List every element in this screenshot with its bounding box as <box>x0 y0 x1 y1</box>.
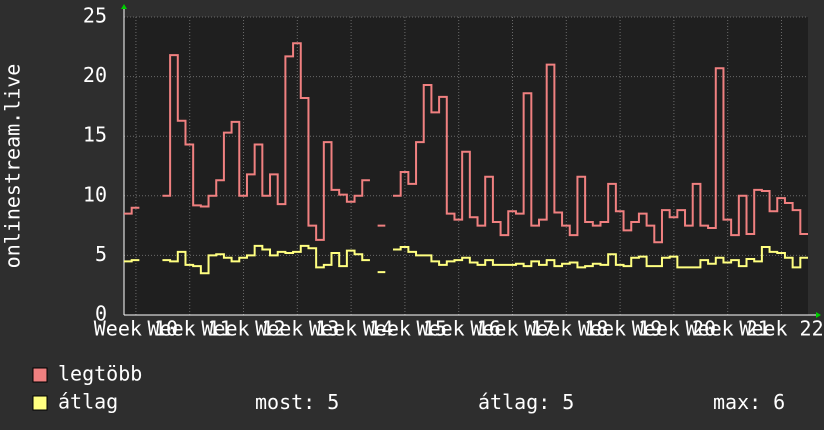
stat-value: 6 <box>773 390 785 414</box>
x-tick-label: Week 18 <box>524 317 608 341</box>
legend-label: legtöbb <box>58 362 142 386</box>
x-tick-label: Week 17 <box>470 317 554 341</box>
stat-value: 5 <box>562 390 574 414</box>
x-tick-label: Week 19 <box>578 317 662 341</box>
y-tick-label: 15 <box>83 123 107 147</box>
stat-label: átlag: <box>478 390 550 414</box>
x-tick-label: Week 13 <box>255 317 339 341</box>
series-line <box>124 42 808 244</box>
x-tick-label: Week 16 <box>417 317 501 341</box>
stat-value: 5 <box>327 390 339 414</box>
x-tick-label: Week 15 <box>363 317 447 341</box>
stat: max: 6 <box>713 390 785 414</box>
y-tick-label: 25 <box>83 4 107 28</box>
y-tick-label: 0 <box>95 302 107 326</box>
stat: átlag: 5 <box>478 390 574 414</box>
stat: most: 5 <box>255 390 339 414</box>
stat-label: most: <box>255 390 315 414</box>
x-tick-label: Week 12 <box>201 317 285 341</box>
y-tick-label: 5 <box>95 242 107 266</box>
legend-label: átlag <box>58 390 118 414</box>
x-tick-label: Week 10 <box>94 317 178 341</box>
legend-swatch <box>32 395 48 411</box>
stat-label: max: <box>713 390 761 414</box>
y-tick-label: 10 <box>83 182 107 206</box>
x-tick-label: Week 14 <box>309 317 393 341</box>
x-tick-label: Week 20 <box>632 317 716 341</box>
y-tick-label: 20 <box>83 63 107 87</box>
series-line <box>124 244 808 275</box>
y-axis-arrow <box>121 4 127 9</box>
x-tick-label: Week 11 <box>148 317 232 341</box>
x-tick-label: Week 21 <box>686 317 770 341</box>
y-axis-label: onlinestream.live <box>1 64 25 269</box>
legend-swatch <box>32 367 48 383</box>
plot-area <box>124 17 808 315</box>
x-axis-arrow <box>816 312 821 318</box>
x-tick-label: Week 22 <box>739 317 823 341</box>
